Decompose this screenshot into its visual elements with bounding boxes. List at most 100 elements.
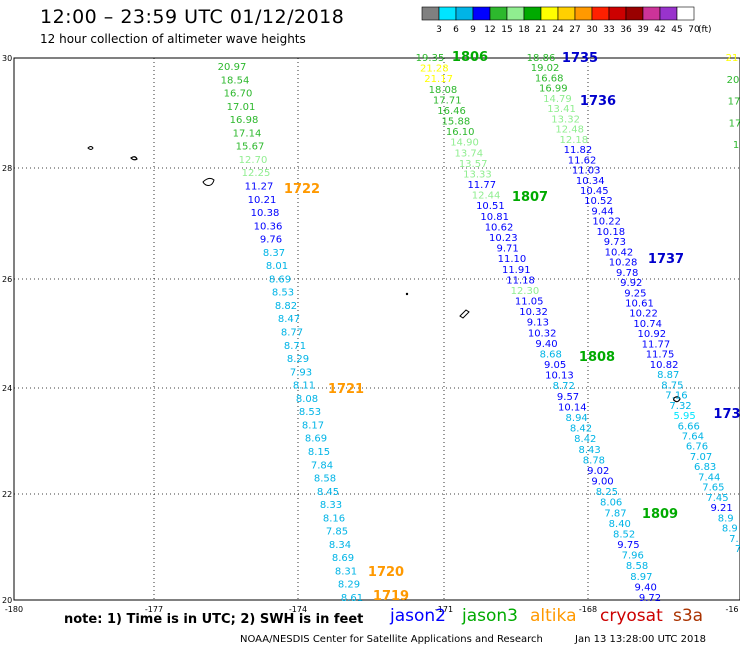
x-tick-label: -168 (579, 605, 597, 614)
wave-height-value: 8.77 (281, 328, 303, 339)
wave-height-value: 17 (729, 118, 740, 129)
pass-number-label: 173 (713, 407, 740, 422)
scale-label: 27 (569, 25, 580, 35)
wave-height-value: 7. (729, 534, 739, 545)
wave-height-value: 8.52 (613, 529, 635, 540)
wave-height-value: 7.96 (622, 551, 644, 562)
wave-height-value: 9.40 (535, 339, 557, 350)
wave-height-value: 10.32 (528, 328, 557, 339)
wave-height-value: 16.46 (437, 106, 466, 117)
scale-swatch (676, 6, 695, 21)
y-tick-label: 26 (2, 275, 12, 284)
wave-height-value: 11.18 (506, 275, 535, 286)
wave-height-value: 11.75 (646, 350, 675, 361)
wave-height-value: 10.32 (519, 307, 548, 318)
wave-height-value: 10.38 (251, 208, 280, 219)
x-tick-label: -16 (725, 605, 738, 614)
wave-height-value: 8.68 (540, 349, 562, 360)
wave-height-value: 5.95 (674, 411, 696, 422)
wave-height-value: 9.21 (710, 503, 732, 514)
wave-height-value: 8.61 (341, 593, 363, 604)
wave-height-value: 18.86 (527, 53, 556, 64)
wave-height-value: 12.25 (242, 168, 271, 179)
satellite-legend-s3a: s3a (673, 606, 704, 626)
axis-tick-labels: -180 -177 -174 -171 -168 -16 30 28 26 24 22 20 (2, 54, 739, 614)
wave-height-value: 8.29 (338, 580, 360, 591)
scale-label: 36 (620, 25, 632, 35)
wave-height-value: 16.10 (446, 127, 475, 138)
wave-height-value: 16.98 (230, 115, 259, 126)
wave-height-value: 10.42 (605, 247, 634, 258)
wave-height-value: 10.23 (489, 233, 518, 244)
satellite-legend-cryosat: cryosat (600, 606, 663, 626)
wave-height-value: 11.62 (568, 155, 597, 166)
wave-height-value: 8.17 (302, 420, 324, 431)
wave-height-value: 9.75 (617, 540, 639, 551)
scale-label: 21 (535, 25, 546, 35)
wave-height-value: 8.87 (657, 370, 679, 381)
wave-height-value: 11.82 (564, 145, 593, 156)
wave-height-value: 8.78 (583, 455, 605, 466)
wave-height-value: 7.32 (669, 401, 691, 412)
y-tick-label: 20 (2, 596, 12, 605)
wave-height-value: 7.45 (706, 493, 728, 504)
wave-height-value: 10.13 (545, 371, 574, 382)
island-dot (405, 292, 409, 296)
wave-height-value: 8.53 (272, 288, 294, 299)
y-tick-label: 28 (2, 164, 12, 173)
wave-height-value: 7.84 (311, 460, 333, 471)
wave-height-value: 9.13 (527, 318, 549, 329)
wave-height-value: 11.91 (502, 265, 531, 276)
wave-height-value: 10.45 (580, 186, 609, 197)
wave-height-value: 8.97 (630, 572, 652, 583)
wave-height-value: 20 (727, 75, 740, 86)
scale-label: 70 (688, 25, 700, 35)
wave-height-value: 7.44 (698, 472, 720, 483)
pass-number-label: 1720 (368, 565, 404, 580)
wave-height-value: 21.17 (424, 74, 453, 85)
wave-height-value: 10.22 (592, 217, 621, 228)
wave-height-value: 10.22 (629, 309, 658, 320)
wave-height-value: 8.43 (578, 445, 600, 456)
wave-height-value: 9.25 (624, 288, 646, 299)
island-outline (459, 309, 470, 319)
wave-height-value: 7 (735, 544, 740, 555)
x-tick-label: -171 (435, 605, 453, 614)
wave-height-value: 8.58 (314, 474, 336, 485)
wave-height-value: 8.47 (278, 314, 300, 325)
satellite-legend-jason3: jason3 (462, 606, 518, 626)
wave-height-value: 8.82 (275, 301, 297, 312)
wave-height-value: 8.69 (269, 274, 291, 285)
pass-number-label: 1736 (580, 94, 616, 109)
wave-height-value: 14.79 (543, 94, 572, 105)
color-scale-legend: 3 6 9 12 15 18 21 24 27 30 33 36 39 42 45 70(ft) (421, 6, 712, 35)
pass-number-label: 1721 (328, 382, 364, 397)
wave-height-value: 7.93 (290, 367, 312, 378)
wave-height-value: 8.25 (596, 487, 618, 498)
wave-height-value: 8.75 (661, 380, 683, 391)
wave-height-value: 13.74 (455, 148, 484, 159)
wave-height-value: 21.28 (420, 64, 449, 75)
y-tick-label: 24 (2, 384, 12, 393)
wave-height-value: 18.08 (429, 85, 458, 96)
wave-height-value: 17.01 (227, 102, 256, 113)
wave-height-value: 1 (733, 140, 739, 151)
wave-height-value: 10.51 (476, 201, 505, 212)
wave-height-value: 8.31 (335, 566, 357, 577)
wave-height-value: 9.02 (587, 466, 609, 477)
wave-height-value: 15.67 (236, 142, 265, 153)
wave-height-value: 8.94 (566, 413, 588, 424)
wave-height-value: 20.97 (218, 62, 247, 73)
wave-height-value: 8.34 (329, 540, 351, 551)
wave-height-value: 17.14 (233, 128, 262, 139)
map-frame (13, 57, 740, 601)
wave-height-value: 10.14 (558, 402, 587, 413)
pass-number-label: 1719 (373, 589, 409, 604)
wave-height-value: 7.64 (682, 431, 704, 442)
scale-label: 30 (586, 25, 598, 35)
wave-height-labels: 20.97 18.54 16.70 17.01 16.98 17.14 15.67 12.70… (218, 53, 740, 604)
x-tick-label: -180 (5, 605, 23, 614)
wave-height-value: 8.45 (317, 487, 339, 498)
wave-height-value: 10.21 (248, 195, 277, 206)
wave-height-value: 10.92 (637, 329, 666, 340)
